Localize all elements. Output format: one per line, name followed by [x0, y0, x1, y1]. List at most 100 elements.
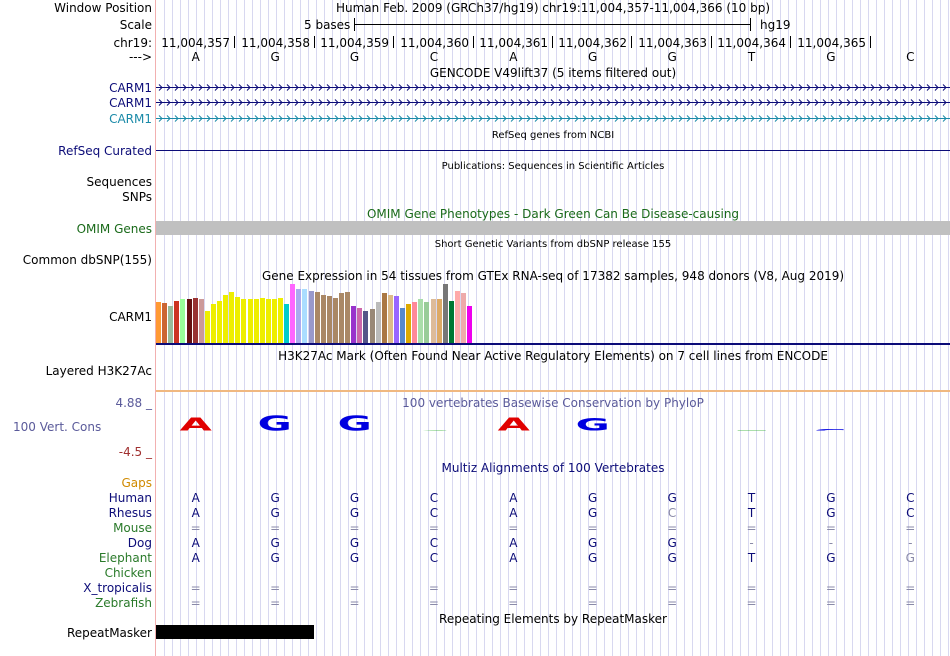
gtex-tissue-bar[interactable]: [168, 306, 174, 343]
gtex-tissue-bar[interactable]: [412, 301, 418, 343]
gtex-tissue-bar[interactable]: [351, 306, 357, 343]
h3k27ac-label[interactable]: Layered H3K27Ac: [45, 364, 152, 378]
gtex-tissue-bar[interactable]: [332, 298, 338, 343]
gtex-tissue-bar[interactable]: [467, 306, 473, 343]
gtex-tissue-bar[interactable]: [156, 301, 162, 343]
gtex-tissue-bar[interactable]: [235, 297, 241, 343]
gtex-tissue-bar[interactable]: [217, 300, 223, 343]
gtex-tissue-bar[interactable]: [448, 300, 454, 343]
gtex-tissue-bar[interactable]: [290, 284, 296, 343]
repeatmasker-label[interactable]: RepeatMasker: [66, 626, 152, 640]
omim-label[interactable]: OMIM Genes: [76, 222, 152, 236]
gtex-tissue-bar[interactable]: [406, 304, 412, 343]
gtex-label[interactable]: CARM1: [109, 310, 152, 324]
refseq-label[interactable]: RefSeq Curated: [58, 144, 152, 158]
gencode-gene-label-1[interactable]: CARM1: [109, 81, 152, 95]
gtex-tissue-bar[interactable]: [339, 293, 345, 343]
dbsnp-title[interactable]: Short Genetic Variants from dbSNP releas…: [434, 239, 672, 250]
gtex-tissue-bar[interactable]: [162, 302, 168, 343]
gtex-tissue-bar[interactable]: [229, 292, 235, 343]
gencode-gene-label-3[interactable]: CARM1: [109, 112, 152, 126]
cons-base-letter[interactable]: G: [337, 413, 372, 436]
gencode-transcript-3[interactable]: [156, 114, 950, 123]
multiz-species-label[interactable]: Chicken: [104, 566, 152, 580]
gtex-tissue-bar[interactable]: [259, 298, 265, 343]
gtex-bar-chart[interactable]: [156, 284, 536, 343]
gtex-tissue-bar[interactable]: [430, 299, 436, 343]
gtex-tissue-bar[interactable]: [241, 299, 247, 343]
gtex-tissue-bar[interactable]: [198, 299, 204, 343]
gtex-tissue-bar[interactable]: [296, 288, 302, 343]
gtex-tissue-bar[interactable]: [345, 292, 351, 343]
position-label: 11,004,365: [797, 36, 866, 50]
h3k27ac-signal[interactable]: [156, 390, 950, 392]
gtex-tissue-bar[interactable]: [204, 311, 210, 343]
refseq-title[interactable]: RefSeq genes from NCBI: [491, 130, 615, 141]
gtex-tissue-bar[interactable]: [308, 291, 314, 343]
cons-label[interactable]: 100 Vert. Cons: [13, 420, 102, 434]
gtex-tissue-bar[interactable]: [314, 292, 320, 343]
publications-title[interactable]: Publications: Sequences in Scientific Ar…: [441, 161, 665, 172]
gtex-tissue-bar[interactable]: [253, 299, 259, 343]
gtex-tissue-bar[interactable]: [461, 293, 467, 343]
gencode-transcript-1[interactable]: [156, 83, 950, 92]
cons-base-letter[interactable]: G: [575, 417, 610, 435]
gtex-tissue-bar[interactable]: [375, 301, 381, 343]
multiz-species-label[interactable]: X_tropicalis: [83, 581, 152, 595]
gtex-title[interactable]: Gene Expression in 54 tissues from GTEx …: [261, 269, 845, 283]
gtex-tissue-bar[interactable]: [320, 294, 326, 343]
gtex-tissue-bar[interactable]: [192, 298, 198, 343]
multiz-species-label[interactable]: Elephant: [98, 551, 152, 565]
cons-base-letter[interactable]: A: [497, 416, 530, 436]
cons-base-letter[interactable]: A: [179, 416, 212, 436]
gtex-tissue-bar[interactable]: [363, 311, 369, 343]
cons-base-letter[interactable]: G: [258, 413, 293, 436]
gtex-tissue-bar[interactable]: [424, 301, 430, 343]
omim-feature[interactable]: [156, 221, 950, 235]
gtex-tissue-bar[interactable]: [223, 294, 229, 343]
gencode-transcript-2[interactable]: [156, 98, 950, 107]
multiz-species-label[interactable]: Mouse: [113, 521, 152, 535]
repeatmasker-title[interactable]: Repeating Elements by RepeatMasker: [439, 612, 667, 626]
publications-sequences-label[interactable]: Sequences: [86, 175, 152, 189]
gtex-tissue-bar[interactable]: [302, 288, 308, 343]
multiz-species-label[interactable]: Human: [108, 491, 152, 505]
gtex-tissue-bar[interactable]: [284, 304, 290, 343]
cons-title[interactable]: 100 vertebrates Basewise Conservation by…: [402, 396, 704, 410]
gtex-tissue-bar[interactable]: [369, 308, 375, 343]
refseq-gene-line[interactable]: [156, 150, 950, 151]
gtex-tissue-bar[interactable]: [436, 299, 442, 343]
gtex-tissue-bar[interactable]: [381, 293, 387, 343]
gtex-tissue-bar[interactable]: [400, 307, 406, 343]
omim-title[interactable]: OMIM Gene Phenotypes - Dark Green Can Be…: [366, 207, 740, 221]
multiz-gaps-label[interactable]: Gaps: [121, 476, 152, 490]
gtex-tissue-bar[interactable]: [186, 299, 192, 343]
repeatmasker-feature[interactable]: [156, 625, 314, 639]
gtex-tissue-bar[interactable]: [418, 299, 424, 343]
cons-base-letter[interactable]: G: [754, 429, 908, 430]
multiz-species-label[interactable]: Dog: [127, 536, 152, 550]
gencode-title[interactable]: GENCODE V49lift37 (5 items filtered out): [429, 66, 677, 80]
gtex-tissue-bar[interactable]: [387, 294, 393, 343]
dbsnp-label[interactable]: Common dbSNP(155): [22, 253, 152, 267]
cons-logo[interactable]: AGGCAGTG: [156, 410, 950, 440]
gtex-tissue-bar[interactable]: [442, 284, 448, 343]
gtex-tissue-bar[interactable]: [180, 299, 186, 343]
gtex-tissue-bar[interactable]: [271, 299, 277, 343]
gtex-tissue-bar[interactable]: [454, 291, 460, 343]
gtex-tissue-bar[interactable]: [357, 307, 363, 343]
gtex-tissue-bar[interactable]: [326, 295, 332, 343]
h3k27ac-title[interactable]: H3K27Ac Mark (Often Found Near Active Re…: [278, 349, 828, 363]
gtex-tissue-bar[interactable]: [210, 304, 216, 343]
gtex-tissue-bar[interactable]: [174, 300, 180, 343]
cons-base-letter[interactable]: T: [674, 430, 828, 431]
gtex-tissue-bar[interactable]: [278, 298, 284, 343]
gtex-tissue-bar[interactable]: [393, 295, 399, 343]
gtex-tissue-bar[interactable]: [265, 299, 271, 343]
gencode-gene-label-2[interactable]: CARM1: [109, 96, 152, 110]
multiz-species-label[interactable]: Zebrafish: [95, 596, 152, 610]
publications-snps-label[interactable]: SNPs: [122, 190, 152, 204]
multiz-species-label[interactable]: Rhesus: [108, 506, 152, 520]
gtex-tissue-bar[interactable]: [247, 299, 253, 343]
multiz-title[interactable]: Multiz Alignments of 100 Vertebrates: [441, 461, 665, 475]
